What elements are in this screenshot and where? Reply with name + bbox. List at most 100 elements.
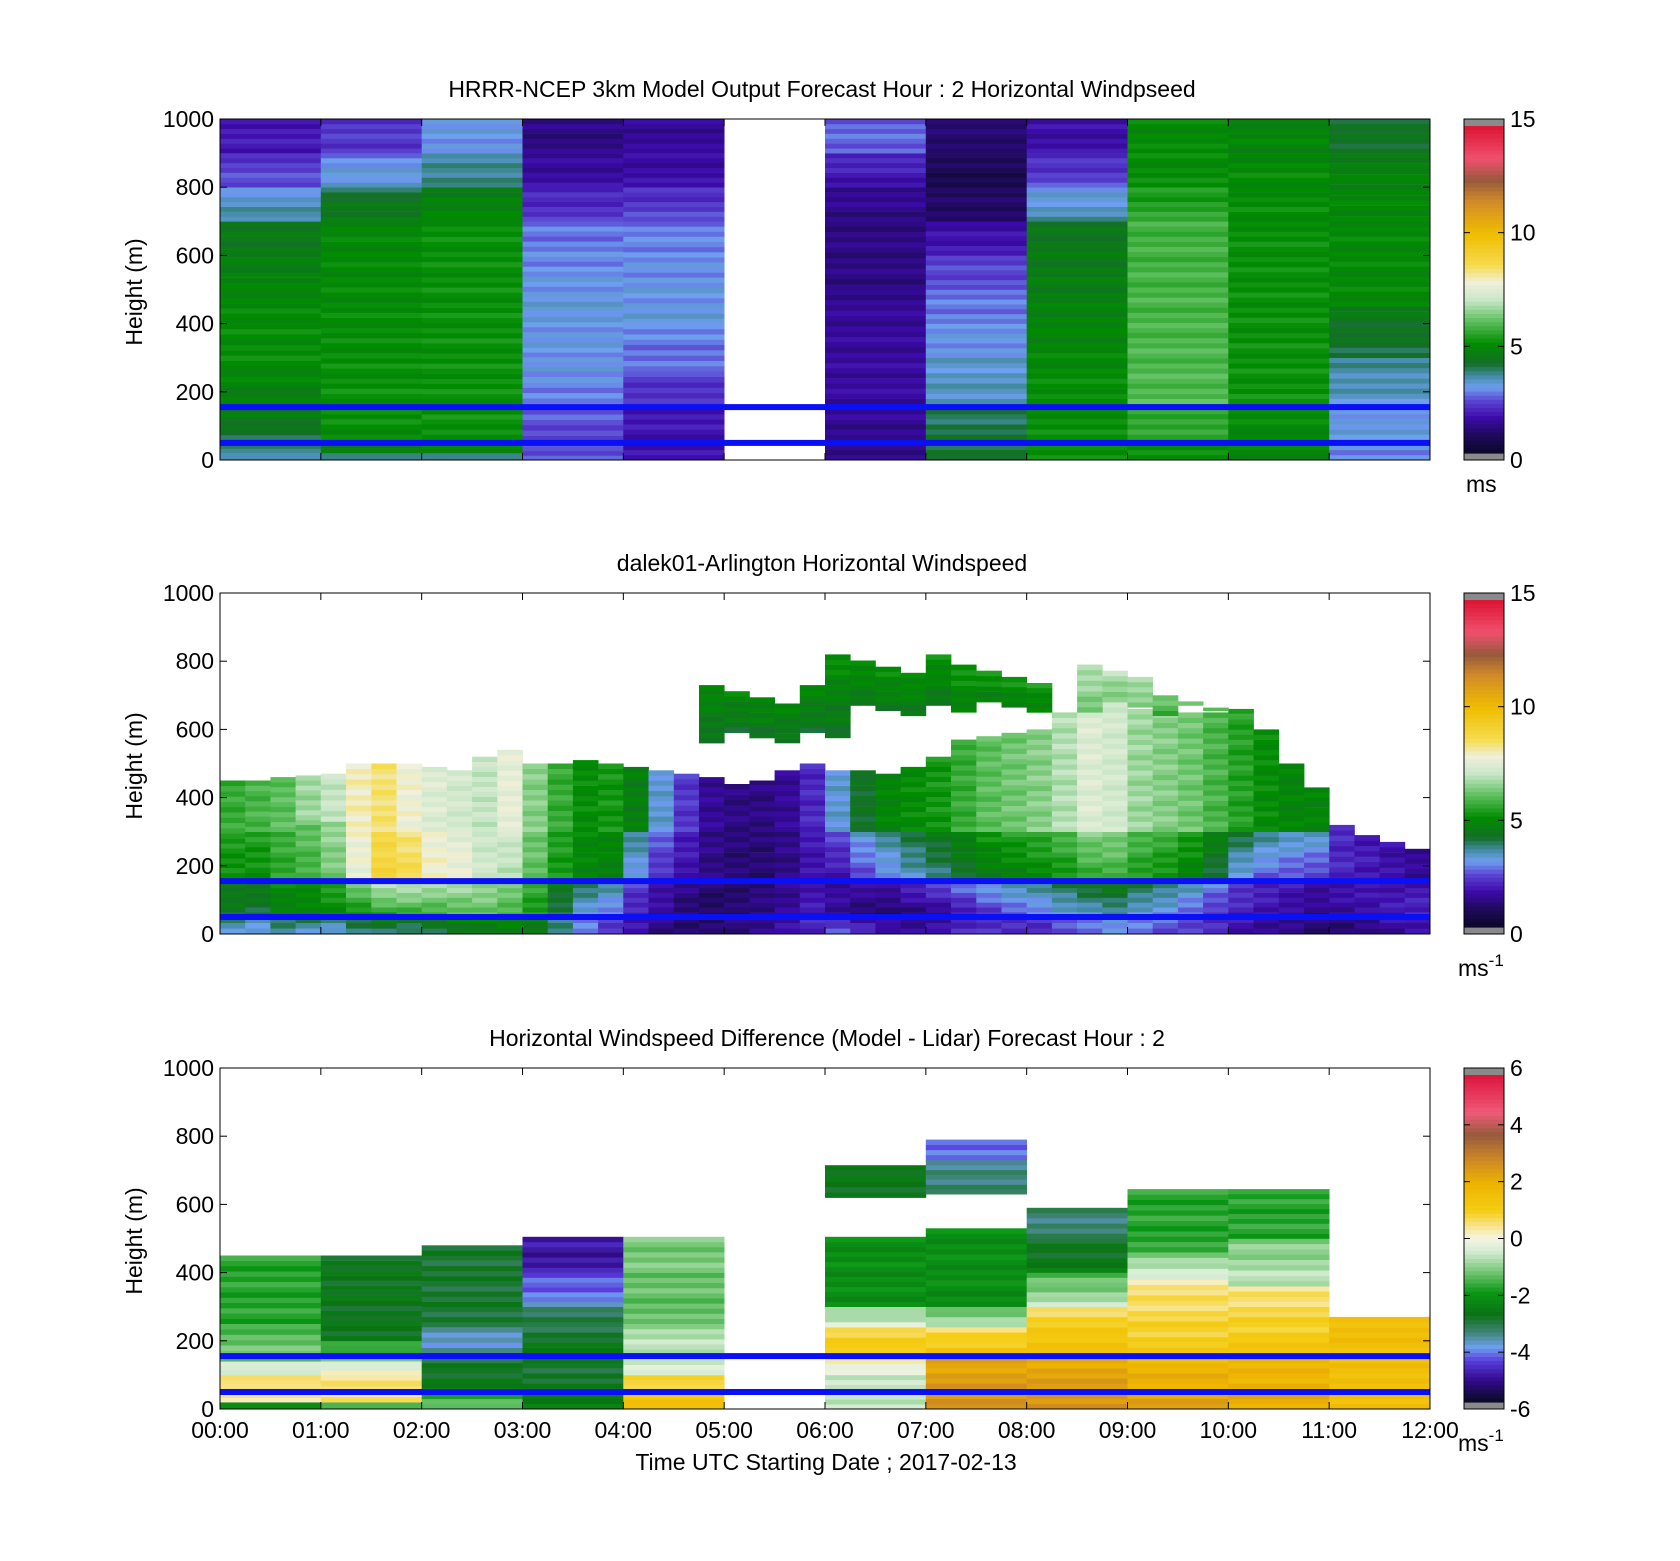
heatmap-cell [1001, 732, 1028, 739]
heatmap-cell [951, 707, 977, 713]
heatmap-cell [799, 701, 826, 707]
heatmap-cell [320, 928, 347, 935]
heatmap-cell [825, 187, 927, 193]
heatmap-cell [1228, 1259, 1330, 1266]
heatmap-cell [1152, 892, 1179, 898]
heatmap-cell [749, 928, 775, 935]
heatmap-cell [1278, 768, 1305, 775]
heatmap-cell [1127, 714, 1154, 720]
heatmap-cell [925, 756, 952, 762]
heatmap-cell [1329, 454, 1431, 461]
heatmap-cell [220, 922, 246, 929]
heatmap-cell [1026, 327, 1128, 334]
colorbar-segment [1464, 649, 1504, 654]
colorbar-segment [1464, 228, 1504, 233]
heatmap-cell [1026, 729, 1053, 735]
heatmap-cell [724, 717, 750, 723]
heatmap-cell [875, 841, 901, 848]
heatmap-cell [699, 792, 725, 798]
heatmap-cell [1051, 753, 1078, 760]
colorbar-segment [1464, 865, 1504, 871]
heatmap-cell [825, 1271, 927, 1277]
heatmap-cell [295, 872, 322, 878]
heatmap-cell [1026, 398, 1128, 405]
heatmap-cell [220, 1323, 322, 1330]
heatmap-cell [522, 1267, 624, 1273]
colorbar-segment [1464, 256, 1504, 262]
heatmap-cell [346, 810, 372, 817]
heatmap-cell [1102, 686, 1128, 692]
heatmap-cell [421, 1393, 523, 1400]
heatmap-cell [623, 766, 649, 773]
heatmap-cell [320, 434, 422, 440]
heatmap-cell [371, 768, 397, 775]
heatmap-cell [1203, 892, 1229, 898]
heatmap-cell [1228, 177, 1330, 183]
heatmap-cell [1329, 1342, 1431, 1348]
heatmap-cell [1228, 123, 1330, 130]
colorbar-segment [1464, 788, 1504, 793]
heatmap-cell [598, 887, 624, 893]
heatmap-cell [925, 454, 1027, 461]
heatmap-cell [1051, 743, 1078, 749]
heatmap-cell [320, 902, 347, 908]
heatmap-cell [421, 1296, 523, 1302]
heatmap-cell [522, 398, 624, 404]
colorbar-segment [1464, 232, 1504, 237]
heatmap-cell [1329, 189, 1431, 196]
heatmap-cell [1177, 922, 1204, 929]
heatmap-cell [976, 902, 1002, 908]
heatmap-cell [1026, 836, 1053, 843]
y-tick-label: 600 [176, 716, 214, 742]
heatmap-cell [1026, 1267, 1128, 1273]
heatmap-cell [1304, 836, 1330, 843]
heatmap-cell [900, 688, 927, 695]
heatmap-cell [951, 696, 977, 702]
heatmap-cell [976, 922, 1002, 929]
heatmap-cell [1127, 1231, 1229, 1237]
colorbar-segment [1464, 424, 1504, 430]
heatmap-cell [1329, 408, 1431, 415]
heatmap-cell [396, 897, 423, 903]
heatmap-cell [1329, 347, 1431, 353]
heatmap-cell [1228, 1296, 1330, 1302]
heatmap-cell [497, 775, 523, 781]
y-tick-label: 600 [176, 1191, 214, 1217]
heatmap-cell [1278, 857, 1305, 863]
heatmap-cell [522, 821, 549, 827]
heatmap-cell [749, 801, 775, 807]
heatmap-cell [825, 1256, 927, 1263]
heatmap-cell [1228, 297, 1330, 303]
heatmap-cell [1077, 862, 1103, 868]
heatmap-cell [623, 226, 725, 232]
heatmap-cell [1077, 810, 1103, 817]
heatmap-cell [320, 1330, 422, 1337]
heatmap-cell [320, 317, 422, 323]
heatmap-cell [1026, 1282, 1128, 1288]
colorbar-segment [1464, 792, 1504, 797]
heatmap-cell [346, 784, 372, 790]
heatmap-cell [1329, 158, 1431, 164]
heatmap-cell [1228, 1291, 1330, 1297]
heatmap-cell [320, 206, 422, 212]
heatmap-cell [673, 841, 700, 848]
heatmap-cell [850, 801, 876, 807]
heatmap-cell [320, 784, 347, 790]
colorbar-tick-label: 10 [1510, 220, 1536, 246]
heatmap-cell [850, 897, 876, 903]
heatmap-cell [799, 690, 826, 696]
heatmap-cell [749, 722, 775, 729]
heatmap-cell [320, 1295, 422, 1301]
heatmap-cell [1127, 272, 1229, 278]
colorbar-frame [1463, 118, 1505, 461]
heatmap-cell [1329, 851, 1355, 857]
heatmap-cell [825, 1165, 927, 1171]
heatmap-cell [320, 1335, 422, 1342]
heatmap-cell [220, 897, 246, 903]
heatmap-cell [421, 143, 523, 149]
heatmap-cell [522, 831, 549, 838]
heatmap-cell [1001, 902, 1028, 908]
heatmap-cell [572, 862, 599, 868]
heatmap-cell [1102, 857, 1128, 863]
heatmap-cell [623, 791, 649, 798]
